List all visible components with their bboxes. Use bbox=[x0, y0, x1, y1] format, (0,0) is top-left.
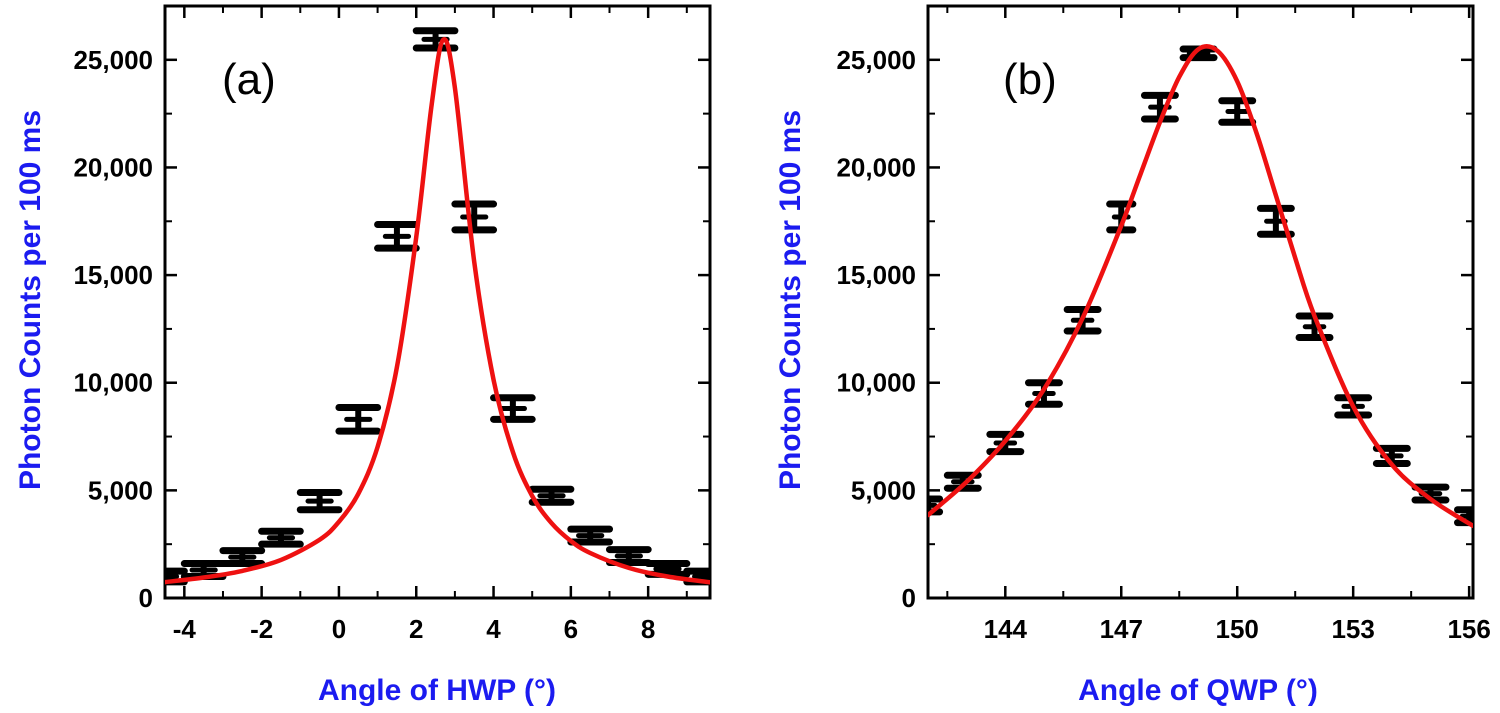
panel-b-y-tick-label: 25,000 bbox=[836, 45, 916, 75]
panel-a-data-point bbox=[296, 489, 343, 514]
panel-a-plot-frame bbox=[163, 4, 712, 600]
panel-b-y-tick-label: 0 bbox=[902, 583, 916, 613]
panel-b-chart: (b) Angle of QWP (°) Photon Counts per 1… bbox=[774, 4, 1491, 707]
panel-a-data-point bbox=[567, 525, 614, 546]
panel-a-y-tick-label: 5,000 bbox=[88, 475, 153, 505]
panel-a-data-point bbox=[374, 221, 420, 252]
panel-a-x-axis-title: Angle of HWP (°) bbox=[318, 674, 556, 707]
panel-b-data-point bbox=[928, 495, 944, 516]
panel-a-x-tick-label: 6 bbox=[564, 614, 578, 644]
panel-b-x-tick-label: 144 bbox=[984, 614, 1028, 644]
panel-b-y-tick-label: 15,000 bbox=[836, 260, 916, 290]
panel-a-x-tick-label: 2 bbox=[409, 614, 423, 644]
panel-b-plot-frame bbox=[926, 4, 1475, 600]
panel-a-fit-line bbox=[165, 37, 710, 585]
panel-a-data-point bbox=[335, 403, 382, 435]
panel-a-y-tick-label: 25,000 bbox=[73, 45, 153, 75]
panel-a-data-point bbox=[606, 546, 652, 566]
panel-a-y-tick-label: 0 bbox=[139, 583, 153, 613]
panel-a-x-tick-label: -2 bbox=[250, 614, 273, 644]
panel-a-data-point bbox=[528, 485, 575, 506]
panel-a-x-tick-label: 8 bbox=[641, 614, 655, 644]
panel-b-x-tick-label: 153 bbox=[1331, 614, 1374, 644]
panel-a-data-layer bbox=[165, 27, 710, 586]
panel-a-x-tick-label: 0 bbox=[332, 614, 346, 644]
panel-a-chart: (a) Angle of HWP (°) Photon Counts per 1… bbox=[14, 4, 712, 707]
panel-a-data-point bbox=[490, 394, 536, 423]
panel-a-data-point bbox=[258, 527, 304, 548]
panel-b-x-tick-label: 147 bbox=[1100, 614, 1143, 644]
panel-a-y-tick-label: 10,000 bbox=[73, 368, 153, 398]
panel-b-x-tick-label: 150 bbox=[1216, 614, 1259, 644]
panel-b-fit-line bbox=[928, 44, 1473, 529]
panel-a-data-point bbox=[219, 547, 266, 568]
panel-a-x-tick-label: -4 bbox=[173, 614, 197, 644]
panel-a-x-tick-label: 4 bbox=[486, 614, 501, 644]
panel-b-y-tick-label: 20,000 bbox=[836, 152, 916, 182]
panel-b-y-tick-label: 10,000 bbox=[836, 368, 916, 398]
panel-b-x-axis-title: Angle of QWP (°) bbox=[1078, 674, 1318, 707]
panel-b-label: (b) bbox=[1003, 55, 1057, 104]
panel-a-label: (a) bbox=[222, 55, 276, 104]
panel-a-y-tick-label: 20,000 bbox=[73, 152, 153, 182]
panel-b-y-tick-label: 5,000 bbox=[851, 475, 916, 505]
panel-b-y-axis-title: Photon Counts per 100 ms bbox=[774, 110, 807, 490]
panel-a-data-point bbox=[451, 200, 498, 234]
panel-a-y-tick-label: 15,000 bbox=[73, 260, 153, 290]
panel-b-data-layer bbox=[928, 44, 1473, 529]
panel-b-x-tick-label: 156 bbox=[1447, 614, 1490, 644]
panel-a-y-axis-title: Photon Counts per 100 ms bbox=[14, 110, 47, 490]
